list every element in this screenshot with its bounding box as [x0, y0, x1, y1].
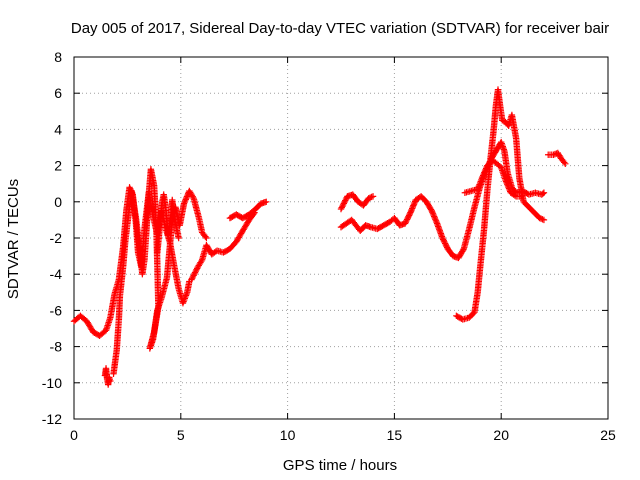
y-tick-label: 6	[54, 85, 62, 101]
data-point	[561, 159, 568, 166]
tick-labels: 0 5 10 15 20 25 -12 -10 -8 -6 -4 -2 0 2 4 6 8	[42, 49, 616, 443]
data-point	[459, 246, 467, 254]
y-tick-label: -8	[50, 339, 63, 355]
data-point	[341, 198, 348, 206]
data-point	[339, 203, 346, 210]
data-point	[188, 276, 195, 283]
data-point	[203, 234, 210, 242]
data-point	[562, 160, 569, 167]
data-points	[70, 86, 569, 388]
data-point	[175, 234, 182, 242]
data-point	[540, 189, 548, 196]
data-point	[189, 193, 196, 200]
data-point	[192, 267, 199, 275]
data-point	[198, 257, 205, 265]
data-point	[337, 205, 345, 213]
y-tick-label: -6	[50, 302, 63, 318]
data-point	[365, 194, 372, 202]
y-tick-label: 0	[54, 194, 62, 210]
y-tick-label: 2	[54, 158, 62, 174]
x-tick-label: 5	[177, 427, 185, 443]
data-point	[263, 198, 270, 205]
data-point	[191, 270, 198, 278]
data-point	[406, 210, 413, 218]
data-point	[340, 200, 348, 207]
y-tick-label: -12	[42, 411, 62, 427]
data-point	[540, 216, 548, 224]
y-tick-label: 4	[54, 121, 62, 137]
data-point	[539, 216, 546, 223]
data-point	[193, 266, 200, 273]
data-point	[190, 272, 197, 279]
y-tick-label: -4	[50, 266, 63, 282]
data-point	[368, 193, 375, 201]
x-tick-label: 10	[280, 427, 296, 443]
y-tick-label: -10	[42, 375, 62, 391]
data-point	[188, 275, 196, 282]
data-point	[539, 190, 547, 197]
chart-title: Day 005 of 2017, Sidereal Day-to-day VTE…	[71, 20, 609, 37]
data-point	[339, 201, 347, 209]
y-axis-label: SDTVAR / TECUs	[5, 179, 22, 299]
x-tick-label: 20	[493, 427, 509, 443]
x-axis-label: GPS time / hours	[283, 457, 397, 474]
data-point	[369, 193, 377, 200]
data-point	[518, 193, 525, 200]
data-point	[511, 192, 519, 199]
x-tick-label: 25	[600, 427, 616, 443]
data-point	[202, 233, 209, 240]
data-point	[537, 215, 545, 222]
x-tick-label: 15	[387, 427, 403, 443]
data-point	[342, 197, 349, 204]
data-point	[342, 195, 350, 203]
data-point	[536, 214, 543, 222]
data-point	[366, 194, 374, 201]
y-tick-label: -2	[50, 230, 63, 246]
plot-frame	[73, 56, 609, 420]
x-tick-label: 0	[70, 427, 78, 443]
data-point	[107, 377, 114, 385]
y-tick-label: 8	[54, 49, 62, 65]
axis-ticks	[73, 56, 609, 420]
data-point	[338, 204, 345, 211]
data-point	[191, 269, 199, 276]
data-point	[189, 273, 197, 281]
data-point	[126, 184, 133, 191]
